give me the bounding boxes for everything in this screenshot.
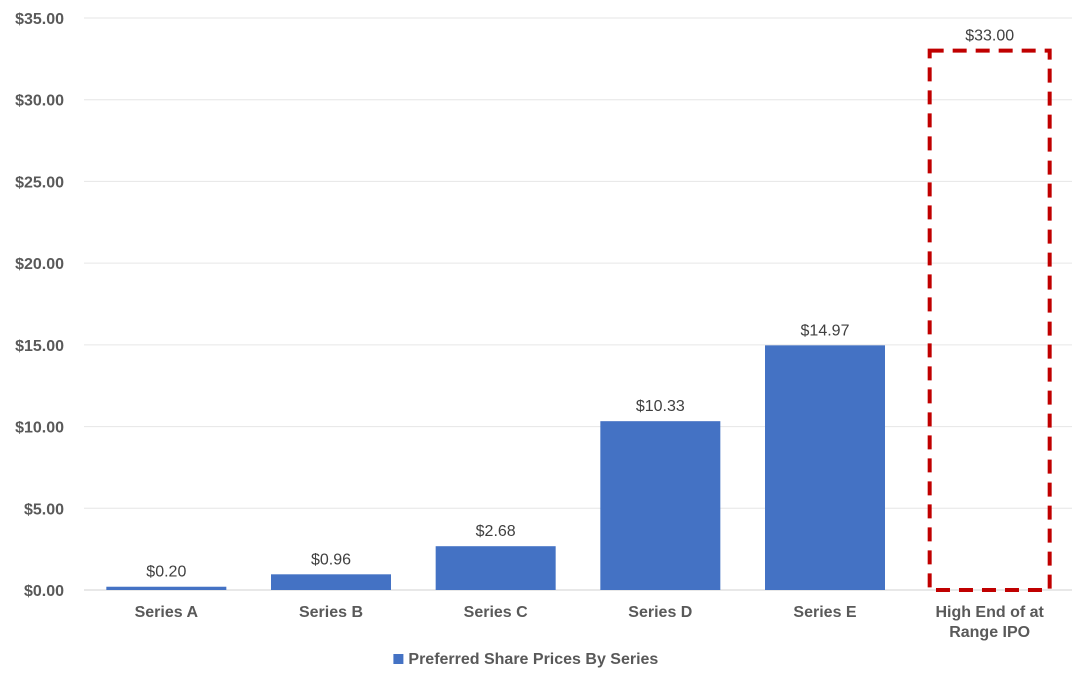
y-tick-label: $35.00 (15, 11, 64, 28)
y-tick-label: $5.00 (24, 501, 64, 518)
bar (271, 574, 391, 590)
data-label: $10.33 (636, 398, 685, 415)
legend-swatch (393, 654, 404, 664)
y-tick-label: $25.00 (15, 174, 64, 191)
data-label: $2.68 (476, 523, 516, 540)
bar (435, 546, 556, 590)
x-tick-label: Series D (628, 604, 692, 621)
y-tick-label: $0.00 (24, 583, 64, 600)
bar (600, 421, 721, 590)
x-tick-label: Series E (793, 604, 856, 621)
bar-outline (927, 48, 1052, 592)
bar (765, 345, 885, 590)
y-tick-label: $20.00 (15, 256, 64, 273)
x-tick-label: Series C (464, 604, 528, 621)
x-tick-label: High End of at Range IPO (935, 604, 1044, 641)
data-label: $33.00 (965, 28, 1014, 45)
data-label: $0.20 (146, 564, 186, 581)
x-tick-label: Series A (135, 604, 199, 621)
y-tick-label: $10.00 (15, 420, 64, 437)
data-label: $0.96 (311, 551, 351, 568)
y-tick-label: $30.00 (15, 93, 64, 110)
x-tick-label: Series B (299, 604, 363, 621)
y-tick-label: $15.00 (15, 338, 64, 355)
data-label: $14.97 (801, 322, 850, 339)
bar (106, 586, 227, 590)
legend-label: Preferred Share Prices By Series (408, 651, 658, 668)
